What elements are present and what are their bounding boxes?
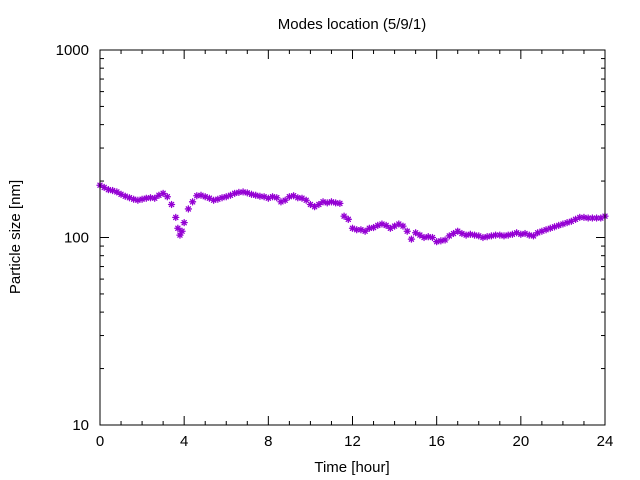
x-tick-label: 16 xyxy=(428,433,445,450)
data-point xyxy=(277,198,285,206)
data-point xyxy=(382,221,390,230)
data-point xyxy=(344,215,352,223)
x-tick-label: 24 xyxy=(597,433,614,450)
y-axis-label: Particle size [nm] xyxy=(7,180,24,294)
data-point xyxy=(172,213,180,222)
data-point xyxy=(151,194,159,202)
data-point xyxy=(580,213,588,222)
x-tick-label: 20 xyxy=(512,433,529,450)
data-point xyxy=(138,195,146,203)
data-point xyxy=(239,188,247,196)
data-point xyxy=(281,196,289,204)
data-point xyxy=(390,222,399,230)
data-point xyxy=(327,198,336,206)
x-tick-label: 8 xyxy=(264,433,272,450)
data-point xyxy=(184,205,193,213)
chart-title: Modes location (5/9/1) xyxy=(278,16,426,33)
y-tick-label: 100 xyxy=(64,230,89,247)
data-point xyxy=(353,226,361,234)
data-point xyxy=(130,195,138,203)
data-point xyxy=(285,193,294,201)
plot-frame xyxy=(99,49,606,426)
x-tick-label: 12 xyxy=(344,433,361,450)
data-point xyxy=(428,233,437,242)
data-point xyxy=(483,233,491,241)
data-point xyxy=(340,212,348,220)
y-tick-label: 10 xyxy=(72,417,89,434)
data-point xyxy=(437,237,445,245)
data-point xyxy=(159,189,167,197)
data-point xyxy=(361,227,369,235)
data-point xyxy=(167,200,176,209)
data-point xyxy=(403,227,411,235)
data-point xyxy=(174,224,182,232)
data-point xyxy=(247,190,256,198)
data-point xyxy=(273,194,281,202)
data-point xyxy=(134,196,142,204)
data-point xyxy=(209,196,218,204)
x-tick-label: 4 xyxy=(180,433,188,450)
data-point xyxy=(268,193,277,201)
x-tick-label: 0 xyxy=(96,433,104,450)
data-point xyxy=(243,189,251,197)
y-tick-labels: 10 100 1000 xyxy=(56,42,89,434)
data-point xyxy=(365,224,373,232)
data-point xyxy=(252,191,260,199)
data-point xyxy=(584,214,592,222)
data-point xyxy=(319,198,327,206)
data-point xyxy=(193,192,201,200)
data-point xyxy=(323,199,331,207)
data-point xyxy=(407,235,416,243)
data-point xyxy=(386,224,395,232)
data-point xyxy=(336,199,344,208)
data-point xyxy=(178,227,186,235)
data-point xyxy=(441,236,449,244)
x-tick-labels: 0 4 8 12 16 20 24 xyxy=(96,433,614,450)
data-point xyxy=(302,196,310,204)
data-point xyxy=(218,194,226,202)
data-point xyxy=(188,198,197,206)
x-axis-label: Time [hour] xyxy=(314,459,389,476)
data-point xyxy=(416,231,424,239)
data-point xyxy=(399,222,407,230)
data-point xyxy=(163,193,171,201)
y-tick-label: 1000 xyxy=(56,42,89,59)
data-point xyxy=(231,189,239,197)
data-point xyxy=(180,219,188,227)
data-points xyxy=(96,181,609,246)
data-point xyxy=(529,232,538,240)
